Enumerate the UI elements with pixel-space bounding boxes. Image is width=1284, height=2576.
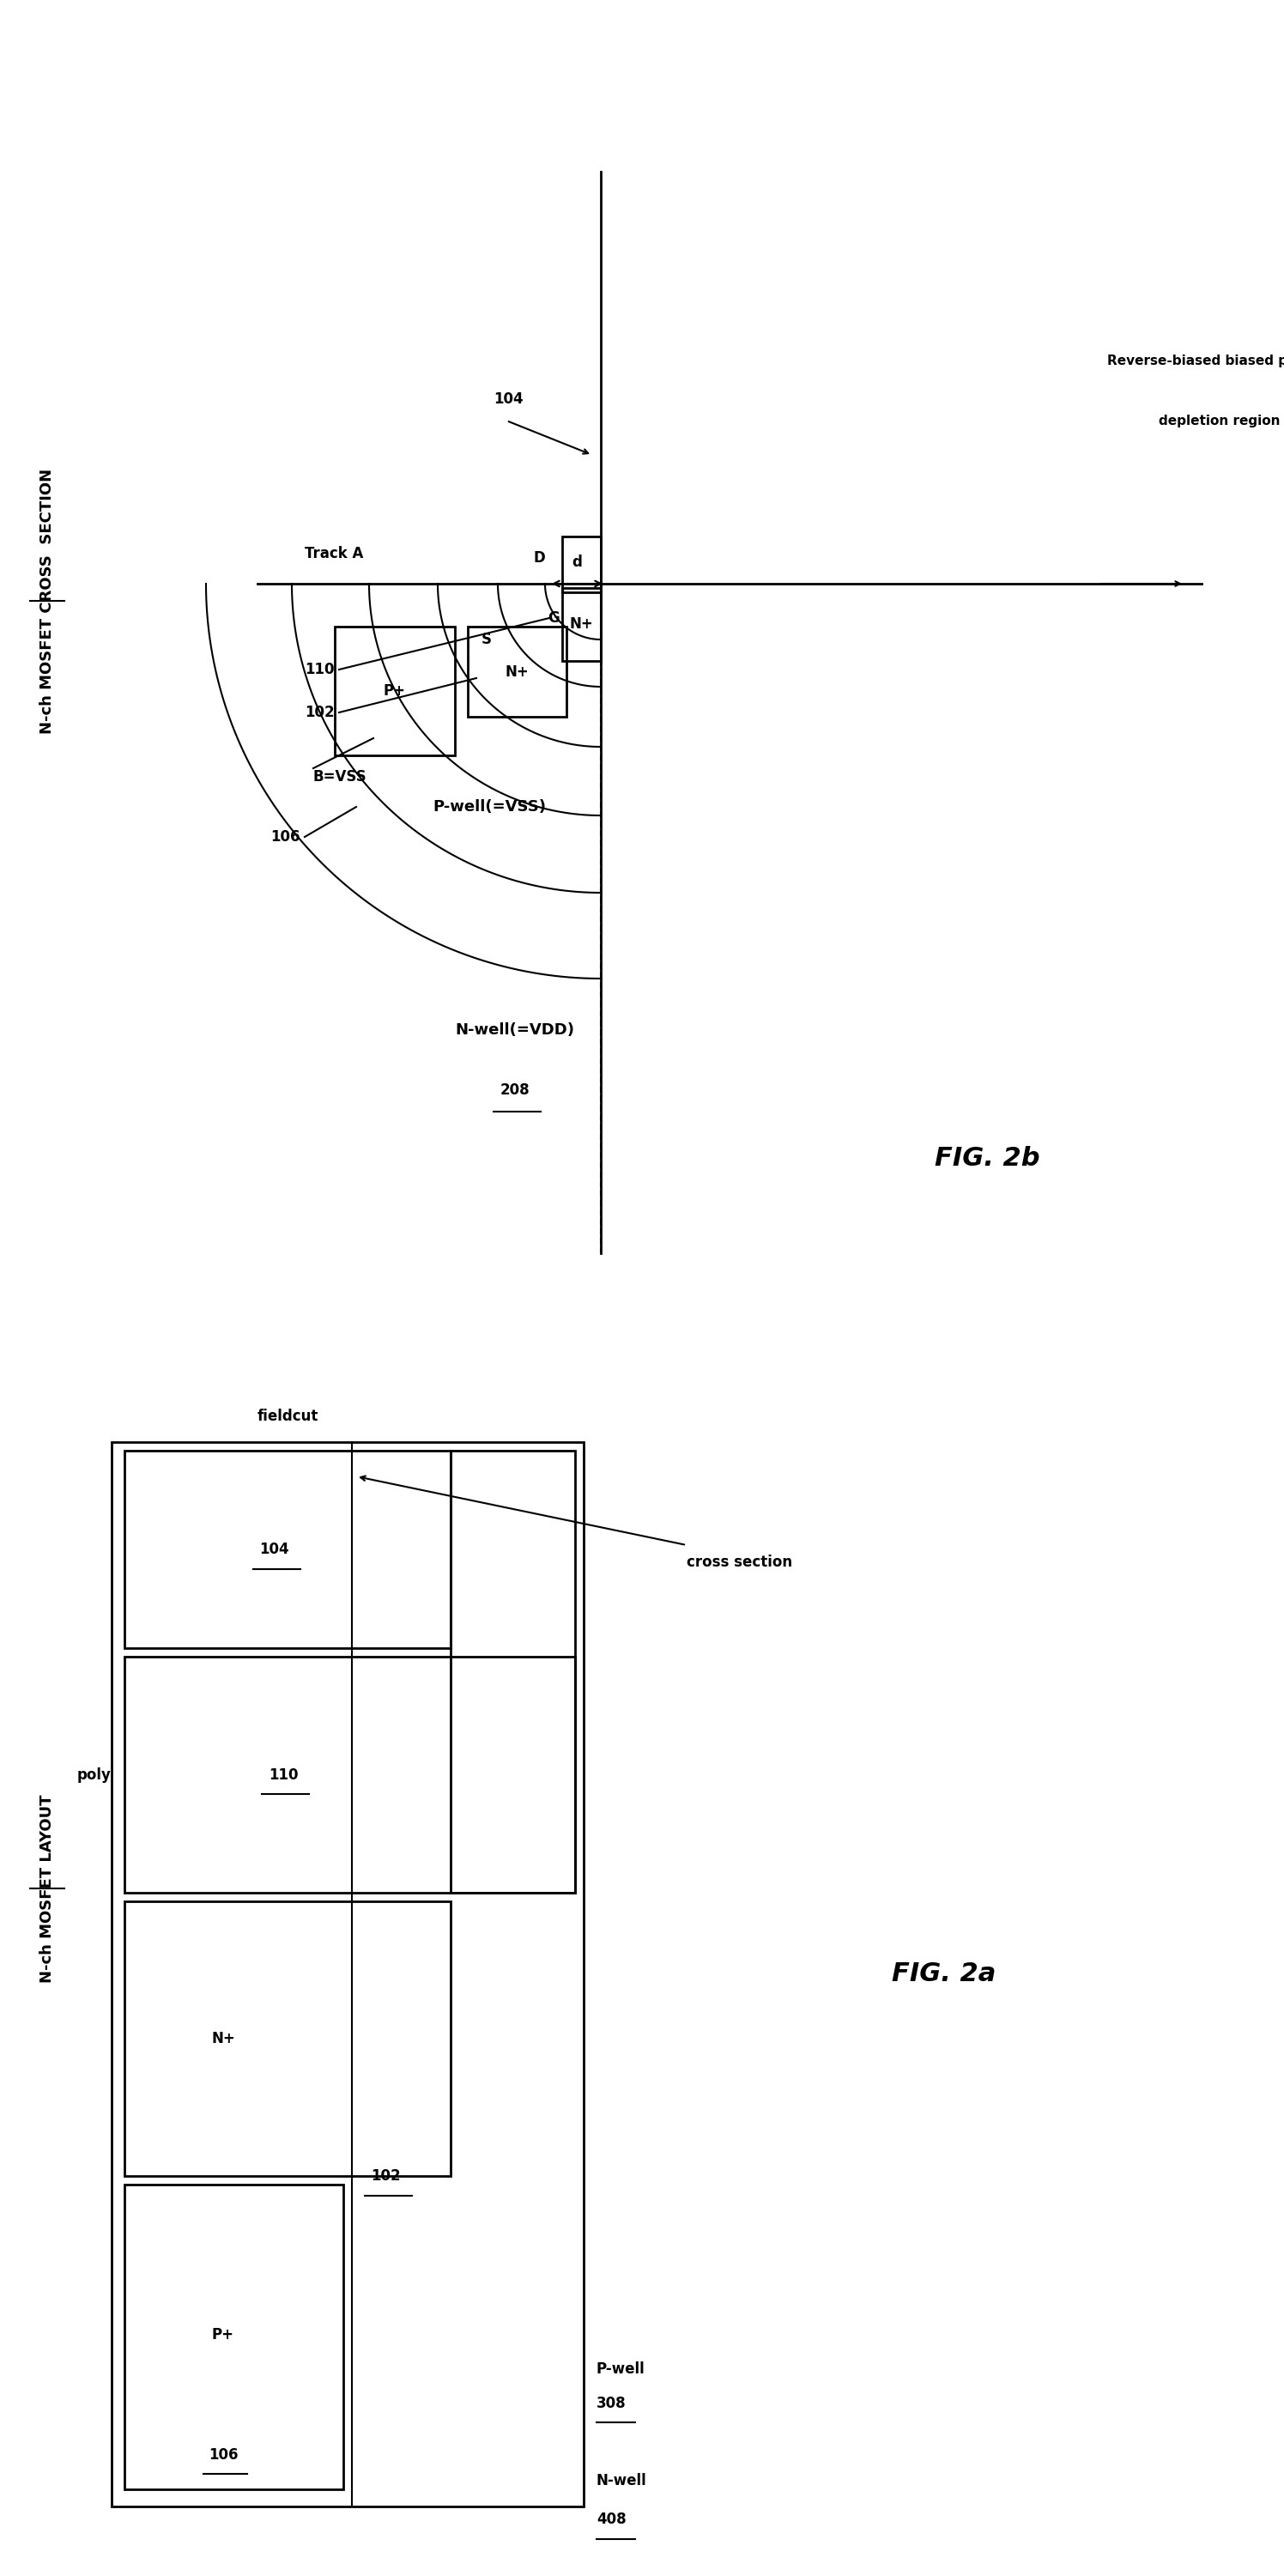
Text: N-well: N-well (597, 2473, 647, 2488)
Text: N+: N+ (570, 616, 593, 631)
Text: 408: 408 (597, 2512, 627, 2527)
Text: B=VSS: B=VSS (313, 770, 367, 786)
Text: 110: 110 (306, 662, 335, 677)
Bar (125, 1450, 451, 1649)
Text: 102: 102 (306, 706, 335, 721)
Bar (112, 1443, 584, 2506)
Text: P+: P+ (384, 683, 406, 698)
Text: 308: 308 (597, 2396, 627, 2411)
Text: Track A: Track A (304, 546, 363, 562)
Text: P-well(=VSS): P-well(=VSS) (433, 799, 546, 814)
Bar (467, 626, 566, 716)
Bar (125, 1901, 451, 2177)
Text: D: D (533, 551, 544, 567)
Text: poly: poly (77, 1767, 112, 1783)
Bar (125, 1656, 575, 1893)
Text: 106: 106 (208, 2447, 238, 2463)
Text: 102: 102 (371, 2169, 401, 2184)
Text: G: G (547, 611, 560, 626)
Bar (335, 626, 455, 755)
Text: 104: 104 (493, 392, 524, 407)
Text: P+: P+ (212, 2326, 234, 2342)
Text: N-ch MOSFET LAYOUT: N-ch MOSFET LAYOUT (40, 1795, 55, 1984)
Text: cross section: cross section (687, 1553, 792, 1569)
Text: N-ch MOSFET CROSS  SECTION: N-ch MOSFET CROSS SECTION (40, 469, 55, 734)
Bar (562, 587, 601, 662)
Text: P-well: P-well (597, 2362, 646, 2378)
Text: fieldcut: fieldcut (257, 1409, 318, 1425)
Text: S: S (482, 631, 492, 647)
Text: N-well(=VDD): N-well(=VDD) (456, 1023, 575, 1038)
Bar (562, 536, 601, 592)
Text: 106: 106 (271, 829, 300, 845)
Text: 104: 104 (259, 1540, 289, 1556)
Text: depletion region: depletion region (1158, 415, 1280, 428)
Text: d: d (571, 554, 582, 569)
Bar (451, 1450, 575, 1893)
Text: 110: 110 (268, 1767, 298, 1783)
Text: Reverse-biased biased pn junction: Reverse-biased biased pn junction (1107, 353, 1284, 366)
Bar (125, 2184, 343, 2488)
Text: 208: 208 (499, 1082, 530, 1097)
Text: N+: N+ (212, 2030, 235, 2045)
Text: FIG. 2b: FIG. 2b (935, 1146, 1040, 1172)
Text: N+: N+ (505, 665, 529, 680)
Text: FIG. 2a: FIG. 2a (892, 1963, 996, 1986)
